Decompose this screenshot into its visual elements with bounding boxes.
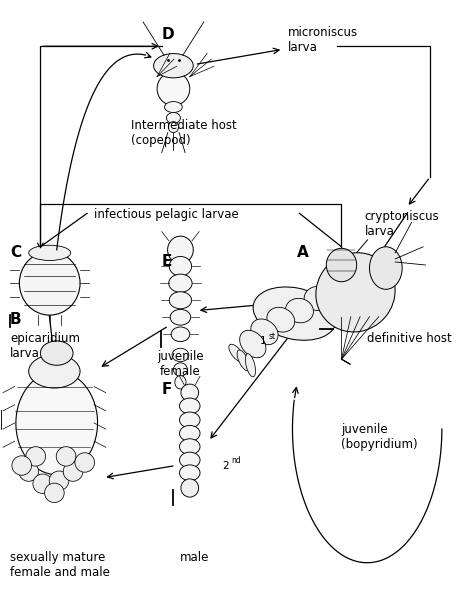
Ellipse shape (49, 471, 69, 490)
Text: A: A (297, 245, 309, 261)
Ellipse shape (168, 236, 193, 264)
Text: juvenile
(bopyridium): juvenile (bopyridium) (341, 423, 418, 451)
Ellipse shape (169, 292, 191, 309)
Text: 2: 2 (222, 460, 229, 471)
Ellipse shape (170, 309, 191, 325)
Ellipse shape (169, 274, 192, 292)
Ellipse shape (180, 438, 200, 454)
Ellipse shape (180, 452, 200, 468)
Ellipse shape (169, 256, 191, 276)
Ellipse shape (180, 465, 200, 481)
Ellipse shape (237, 350, 250, 371)
Ellipse shape (180, 412, 200, 428)
Ellipse shape (12, 456, 31, 475)
Text: B: B (10, 312, 22, 327)
Text: nd: nd (231, 456, 241, 465)
Text: st: st (268, 331, 275, 340)
Ellipse shape (29, 245, 71, 261)
Ellipse shape (253, 287, 337, 340)
Ellipse shape (316, 253, 395, 332)
Text: juvenile
female: juvenile female (157, 350, 204, 378)
Text: E: E (162, 255, 172, 269)
Ellipse shape (181, 479, 199, 497)
Ellipse shape (26, 446, 46, 466)
Ellipse shape (180, 426, 200, 441)
Ellipse shape (172, 348, 189, 362)
Text: D: D (162, 27, 174, 41)
Ellipse shape (33, 474, 53, 493)
Ellipse shape (45, 483, 64, 502)
Text: F: F (162, 382, 172, 397)
Text: male: male (180, 551, 209, 563)
Ellipse shape (75, 452, 94, 472)
Text: sexually mature
female and male: sexually mature female and male (10, 551, 110, 579)
Ellipse shape (40, 341, 73, 365)
Ellipse shape (246, 354, 255, 377)
Ellipse shape (304, 286, 332, 311)
Text: definitive host: definitive host (367, 332, 452, 345)
Ellipse shape (326, 248, 356, 282)
Text: microniscus
larva: microniscus larva (288, 26, 358, 54)
Ellipse shape (285, 298, 313, 323)
Ellipse shape (181, 384, 199, 401)
Ellipse shape (240, 330, 266, 357)
Ellipse shape (173, 363, 187, 376)
Ellipse shape (180, 398, 200, 414)
Text: 1: 1 (260, 336, 266, 346)
Ellipse shape (19, 252, 80, 315)
Ellipse shape (267, 308, 295, 332)
Ellipse shape (166, 113, 181, 124)
Ellipse shape (16, 371, 98, 474)
Ellipse shape (63, 462, 83, 481)
Text: C: C (10, 245, 21, 261)
Ellipse shape (19, 462, 38, 481)
Ellipse shape (171, 327, 190, 342)
Ellipse shape (370, 247, 402, 289)
Ellipse shape (168, 122, 179, 133)
Text: epicaridium
larva: epicaridium larva (10, 332, 80, 360)
Text: infectious pelagic larvae: infectious pelagic larvae (94, 208, 239, 221)
Ellipse shape (175, 376, 186, 389)
Ellipse shape (251, 319, 278, 345)
Ellipse shape (29, 354, 80, 388)
Ellipse shape (164, 102, 182, 113)
Ellipse shape (157, 72, 190, 105)
Text: cryptoniscus
larva: cryptoniscus larva (365, 210, 439, 238)
Text: Intermediate host
(copepod): Intermediate host (copepod) (131, 119, 237, 147)
Ellipse shape (154, 54, 193, 78)
Ellipse shape (229, 344, 244, 362)
Ellipse shape (56, 446, 76, 466)
